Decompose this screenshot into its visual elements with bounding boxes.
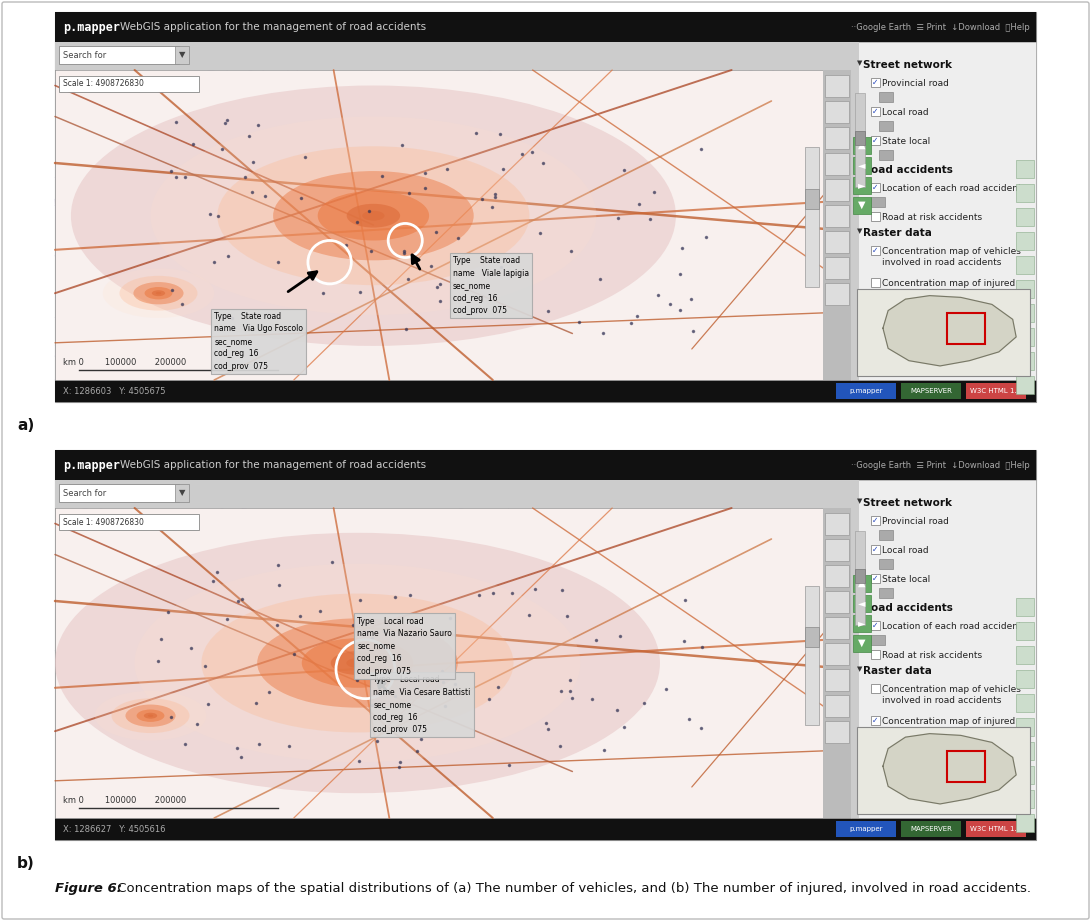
Text: ◄: ◄ [859, 159, 866, 169]
Bar [879, 559, 894, 569]
Text: ▼: ▼ [858, 60, 862, 66]
Bar [825, 153, 849, 175]
Bar [55, 818, 1036, 840]
Bar [851, 480, 1036, 818]
Text: ✓: ✓ [873, 516, 878, 525]
Bar [879, 121, 894, 131]
Text: WebGIS application for the management of road accidents: WebGIS application for the management of… [120, 22, 427, 32]
Ellipse shape [257, 618, 458, 707]
Text: W3C HTML 1.1: W3C HTML 1.1 [970, 826, 1021, 832]
Bar [55, 42, 851, 70]
Bar [871, 197, 885, 207]
Bar [853, 157, 871, 174]
Bar [858, 288, 1030, 377]
Bar [966, 383, 1026, 399]
Text: Raster data: Raster data [863, 666, 932, 676]
Bar [825, 591, 849, 613]
Bar [836, 821, 896, 837]
Text: ◄: ◄ [859, 598, 866, 608]
Bar [805, 586, 819, 725]
Bar [871, 212, 880, 221]
Bar [1016, 742, 1034, 761]
Bar [901, 383, 961, 399]
Bar [871, 107, 880, 116]
Bar [871, 635, 885, 645]
Bar [825, 617, 849, 639]
Ellipse shape [144, 713, 157, 718]
Bar [1016, 208, 1034, 227]
Text: ✓: ✓ [873, 246, 878, 255]
Bar [1016, 790, 1034, 809]
Bar [823, 508, 851, 818]
Text: MAPSERVER: MAPSERVER [910, 826, 952, 832]
Ellipse shape [147, 715, 154, 717]
Text: Location of each road accident: Location of each road accident [882, 622, 1021, 631]
Text: Type    State road
name   Via Ugo Foscolo
sec_nome
cod_reg  16
cod_prov  075: Type State road name Via Ugo Foscolo sec… [214, 312, 303, 371]
Ellipse shape [111, 698, 190, 733]
Bar [825, 283, 849, 305]
FancyBboxPatch shape [59, 484, 179, 502]
Text: p.mapper: p.mapper [849, 388, 883, 394]
Bar [825, 721, 849, 743]
Text: p.mapper: p.mapper [63, 459, 120, 472]
Text: Local road: Local road [882, 108, 928, 117]
Bar [55, 508, 851, 818]
Ellipse shape [331, 651, 384, 675]
Bar [851, 480, 859, 818]
Text: Scale 1: 4908726830: Scale 1: 4908726830 [63, 79, 144, 88]
Bar [871, 516, 880, 525]
Ellipse shape [152, 290, 165, 297]
Text: Concentration maps of the spatial distributions of (a) The number of vehicles, a: Concentration maps of the spatial distri… [113, 882, 1031, 895]
Bar [871, 246, 880, 255]
Ellipse shape [273, 171, 473, 261]
Bar [1016, 353, 1034, 370]
Bar [823, 70, 851, 380]
Text: Location of each road accident: Location of each road accident [882, 184, 1021, 193]
Polygon shape [883, 734, 1016, 804]
Bar [825, 643, 849, 665]
Text: ►: ► [859, 180, 866, 190]
Text: ▼: ▼ [858, 666, 862, 672]
Bar [871, 650, 880, 659]
Text: ✓: ✓ [873, 78, 878, 87]
Bar [1016, 814, 1034, 833]
Bar [1016, 160, 1034, 179]
Text: ✓: ✓ [873, 621, 878, 630]
Text: ▲: ▲ [859, 577, 866, 588]
Bar [853, 614, 871, 632]
Bar [871, 716, 880, 725]
Bar [855, 131, 865, 145]
Text: ▼: ▼ [858, 498, 862, 504]
Ellipse shape [103, 268, 214, 318]
Bar [1016, 256, 1034, 274]
Bar [966, 821, 1026, 837]
FancyBboxPatch shape [59, 76, 199, 92]
Ellipse shape [125, 705, 176, 727]
Bar [853, 177, 871, 193]
Ellipse shape [95, 691, 206, 740]
Bar [175, 484, 189, 502]
Ellipse shape [346, 658, 369, 668]
Text: Concentration map of vehicles
involved in road accidents: Concentration map of vehicles involved i… [882, 685, 1021, 705]
Bar [871, 183, 880, 192]
Bar [825, 513, 849, 535]
Text: ▼: ▼ [859, 637, 866, 647]
Bar [55, 70, 851, 380]
Polygon shape [883, 296, 1016, 366]
Text: Search for: Search for [63, 51, 106, 60]
Bar [879, 150, 894, 160]
Bar [825, 257, 849, 279]
Bar [1016, 694, 1034, 712]
Bar [853, 136, 871, 154]
Bar [55, 380, 1036, 402]
Bar [871, 621, 880, 630]
Ellipse shape [362, 211, 384, 221]
Text: X: 1286627   Y: 4505616: X: 1286627 Y: 4505616 [63, 824, 166, 834]
Bar [825, 75, 849, 97]
Bar [851, 42, 1036, 380]
Text: Type    Local road
name  Via Cesare Battisti
sec_nome
cod_reg  16
cod_prov  075: Type Local road name Via Cesare Battisti… [373, 675, 471, 734]
Bar [825, 231, 849, 253]
Bar [836, 383, 896, 399]
Ellipse shape [71, 86, 676, 346]
